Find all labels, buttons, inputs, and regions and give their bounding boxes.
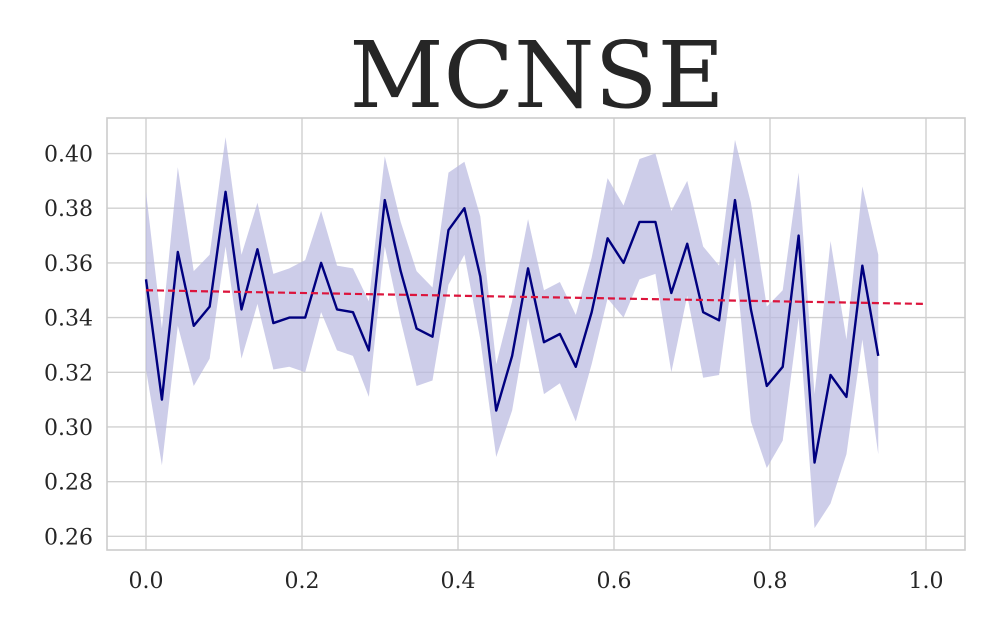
y-tick-label: 0.34	[44, 307, 93, 332]
x-axis-ticks: 0.0 0.2 0.4 0.6 0.8 1.0	[129, 569, 944, 594]
x-tick-label: 0.8	[753, 569, 788, 594]
y-tick-label: 0.26	[44, 525, 93, 550]
series-line	[144, 190, 880, 464]
confidence-band	[146, 137, 879, 529]
y-axis-ticks: 0.26 0.28 0.30 0.32 0.34 0.36 0.38 0.40	[44, 143, 93, 551]
x-tick-label: 1.0	[909, 569, 944, 594]
y-tick-label: 0.28	[44, 471, 93, 496]
x-tick-label: 0.6	[597, 569, 632, 594]
plot-frame	[106, 117, 966, 551]
y-tick-label: 0.40	[44, 143, 93, 168]
y-tick-label: 0.30	[44, 416, 93, 441]
chart-title: MCNSE	[349, 22, 724, 129]
trend-line	[145, 289, 927, 306]
x-tick-label: 0.2	[285, 569, 320, 594]
y-tick-label: 0.36	[44, 252, 93, 277]
x-tick-label: 0.0	[129, 569, 164, 594]
x-tick-label: 0.4	[441, 569, 476, 594]
y-tick-label: 0.32	[44, 361, 93, 386]
y-tick-label: 0.38	[44, 197, 93, 222]
